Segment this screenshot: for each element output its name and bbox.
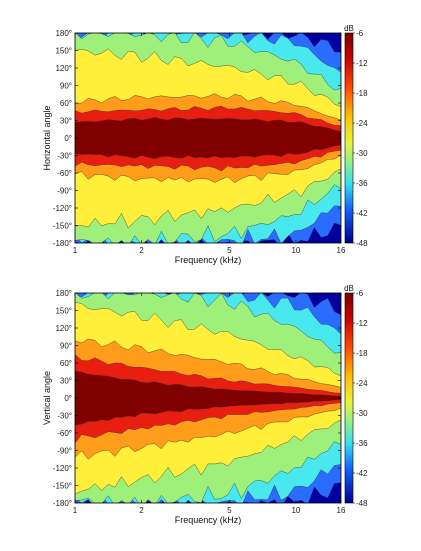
y-tick-label: 30°: [60, 377, 72, 386]
contour-band-6db: [75, 116, 341, 159]
colorbar: [344, 292, 354, 504]
y-tick-label: -30°: [57, 412, 72, 421]
colorbar-tick-label: -24: [356, 119, 368, 128]
y-tick-label: 60°: [60, 99, 72, 108]
x-tick-label: 1: [73, 506, 78, 515]
y-tick-label: 90°: [60, 342, 72, 351]
y-tick-label: -180°: [53, 239, 72, 248]
colorbar-unit-label: dB: [344, 24, 354, 33]
colorbar-tick-label: -18: [356, 89, 368, 98]
y-tick-label: -60°: [57, 169, 72, 178]
y-tick-label: -120°: [53, 464, 72, 473]
y-tick-label: -120°: [53, 204, 72, 213]
y-tick-label: 180°: [55, 29, 72, 38]
vertical-directivity-panel: 180° 150° 120° 90° 60° 30° 0° -30° -60° -90° -120°…: [42, 284, 368, 525]
y-tick-label: 60°: [60, 359, 72, 368]
contour-band-6db: [75, 370, 341, 426]
colorbar-tick-label: -6: [356, 29, 364, 38]
horizontal-directivity-panel: 180° 150° 120° 90° 60° 30° 0° -30° -60° -90° -120°…: [42, 24, 368, 265]
colorbar-tick-label: -24: [356, 379, 368, 388]
colorbar-tick-label: -30: [356, 149, 368, 158]
colorbar-tick-label: -42: [356, 469, 368, 478]
y-axis-label: Vertical angle: [42, 371, 52, 425]
colorbar-tick-label: -36: [356, 179, 368, 188]
y-tick-label: -90°: [57, 447, 72, 456]
colorbar-tick-label: -30: [356, 409, 368, 418]
x-axis-label: Frequency (kHz): [175, 255, 242, 265]
y-tick-label: 120°: [55, 64, 72, 73]
colorbar-tick-label: -36: [356, 439, 368, 448]
x-tick-label: 1: [73, 246, 78, 255]
colorbar-tick-label: -12: [356, 59, 368, 68]
x-tick-label: 10: [291, 246, 300, 255]
y-tick-label: -90°: [57, 187, 72, 196]
y-tick-label: 180°: [55, 289, 72, 298]
y-tick-label: 90°: [60, 82, 72, 91]
colorbar-tick-label: -12: [356, 319, 368, 328]
y-tick-label: -150°: [53, 222, 72, 231]
colorbar-unit-label: dB: [344, 284, 354, 293]
x-tick-label: 5: [227, 506, 232, 515]
y-axis-label: Horizontal angle: [42, 105, 52, 170]
x-tick-label: 16: [337, 246, 346, 255]
y-tick-label: 0°: [64, 134, 72, 143]
y-tick-label: 150°: [55, 307, 72, 316]
y-tick-label: 150°: [55, 47, 72, 56]
y-tick-label: -60°: [57, 429, 72, 438]
colorbar-tick-label: -18: [356, 349, 368, 358]
colorbar-tick-label: -42: [356, 209, 368, 218]
x-tick-label: 16: [337, 506, 346, 515]
y-tick-label: 120°: [55, 324, 72, 333]
colorbar-tick-label: -48: [356, 239, 368, 248]
y-tick-label: 30°: [60, 117, 72, 126]
colorbar-tick-label: -48: [356, 499, 368, 508]
y-tick-label: -180°: [53, 499, 72, 508]
x-tick-label: 10: [291, 506, 300, 515]
x-axis-label: Frequency (kHz): [175, 515, 242, 525]
x-tick-label: 2: [139, 246, 144, 255]
x-tick-label: 5: [227, 246, 232, 255]
colorbar: [344, 32, 354, 244]
colorbar-tick-label: -6: [356, 289, 364, 298]
y-tick-label: -30°: [57, 152, 72, 161]
y-tick-label: -150°: [53, 482, 72, 491]
y-tick-label: 0°: [64, 394, 72, 403]
x-tick-label: 2: [139, 506, 144, 515]
